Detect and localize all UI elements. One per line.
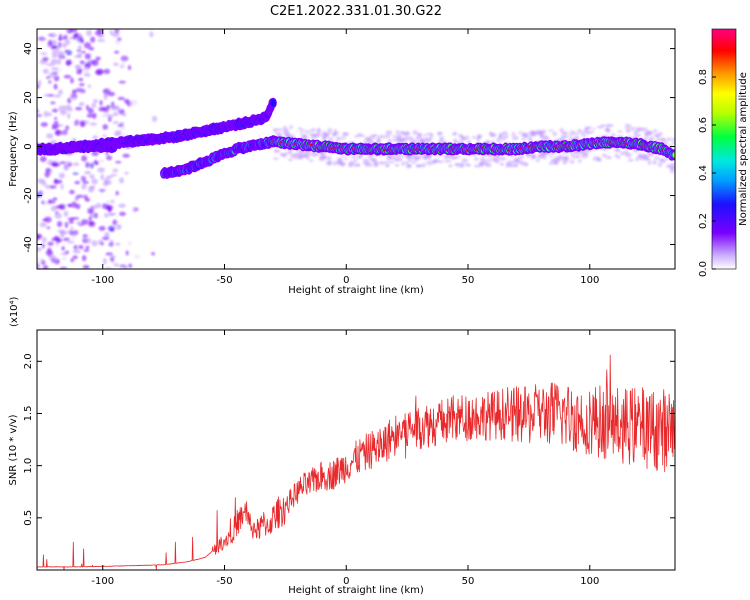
colorbar-gradient (712, 29, 736, 269)
x-tick-label: 100 (580, 576, 599, 587)
colorbar-ticks: 0.0 0.2 0.4 0.6 0.8 (698, 69, 716, 277)
spectrogram-y-axis-label: Frequency (Hz) (8, 111, 19, 187)
colorbar-tick-label: 0.8 (698, 69, 709, 85)
snr-frame (36, 329, 676, 571)
y-tick-label: -40 (23, 236, 34, 252)
y-tick-label: 20 (23, 91, 34, 104)
x-tick-label: 0 (343, 576, 349, 587)
figure-title: C2E1.2022.331.01.30.G22 (270, 4, 442, 19)
snr-x-axis-label: Height of straight line (km) (288, 585, 424, 596)
spectrogram-frame (36, 28, 676, 270)
heatmap-ridges (37, 97, 675, 180)
spectrogram-panel: -100 -50 0 50 100 -40 -20 0 20 40 Height of stra… (8, 28, 676, 296)
spectrogram-y-ticks: -40 -20 0 20 40 (23, 42, 675, 253)
snr-series-line (37, 354, 675, 570)
snr-scale-label: (x10⁴) (9, 296, 20, 327)
y-tick-label: -20 (23, 187, 34, 203)
colorbar-tick-label: 0.6 (698, 117, 709, 133)
x-tick-label: -100 (91, 275, 114, 286)
colorbar: 0.0 0.2 0.4 0.6 0.8 Normalized spectral ampl… (698, 28, 749, 277)
x-tick-label: 0 (343, 275, 349, 286)
x-tick-label: -50 (216, 275, 232, 286)
colorbar-frame (711, 28, 737, 270)
snr-x-ticks: -100 -50 0 50 100 (91, 330, 599, 587)
snr-panel: -100 -50 0 50 100 0.5 1.0 1.5 2.0 Height of str… (8, 296, 676, 596)
snr-y-axis-label: SNR (10 * v/v) (8, 414, 19, 485)
x-tick-label: 100 (580, 275, 599, 286)
y-tick-label: 40 (23, 42, 34, 55)
y-tick-label: 0.5 (23, 510, 34, 526)
colorbar-tick-label: 0.2 (698, 213, 709, 229)
y-tick-label: 2.0 (23, 353, 34, 369)
y-tick-label: 1.0 (23, 458, 34, 474)
x-tick-label: 50 (462, 576, 475, 587)
y-tick-label: 1.5 (23, 406, 34, 422)
snr-y-ticks: 0.5 1.0 1.5 2.0 (23, 353, 675, 526)
colorbar-tick-label: 0.4 (698, 165, 709, 181)
colorbar-tick-label: 0.0 (698, 261, 709, 277)
x-tick-label: -100 (91, 576, 114, 587)
spectrogram-x-axis-label: Height of straight line (km) (288, 285, 424, 296)
spectrogram-x-ticks: -100 -50 0 50 100 (91, 29, 599, 286)
x-tick-label: -50 (216, 576, 232, 587)
heatmap-image (37, 29, 675, 269)
x-tick-label: 50 (462, 275, 475, 286)
y-tick-label: 0 (23, 143, 34, 149)
colorbar-label: Normalized spectral amplitude (738, 72, 749, 226)
